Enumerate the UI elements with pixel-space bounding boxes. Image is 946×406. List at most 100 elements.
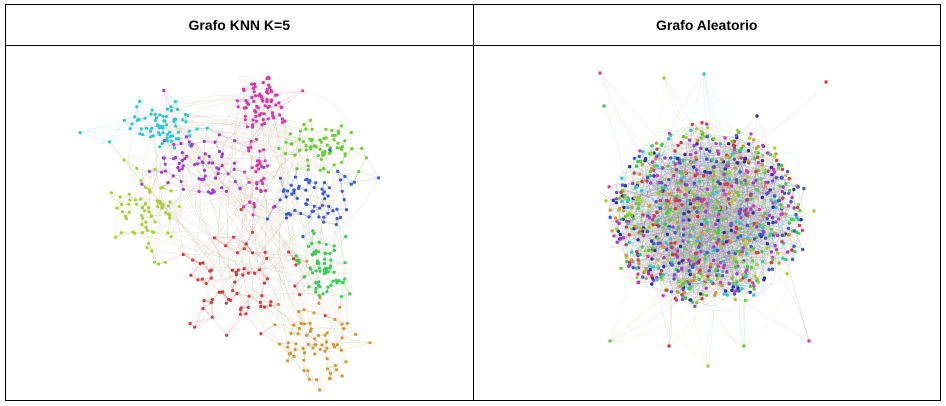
knn-node — [312, 186, 316, 190]
knn-edges — [80, 75, 379, 391]
knn-node — [128, 127, 132, 131]
random-edge — [718, 162, 728, 209]
knn-edge — [214, 237, 226, 246]
knn-node — [304, 178, 308, 182]
knn-edge — [165, 254, 184, 263]
knn-edge — [166, 116, 305, 325]
random-edge — [704, 261, 736, 294]
random-node — [696, 277, 701, 282]
knn-edge — [323, 221, 337, 225]
random-edge — [686, 158, 745, 278]
random-edge — [732, 231, 764, 244]
knn-edge — [202, 302, 212, 309]
random-edge — [726, 173, 782, 222]
knn-node — [169, 139, 173, 143]
random-edge — [683, 172, 705, 221]
knn-edge — [159, 143, 202, 167]
random-edge — [652, 224, 765, 279]
random-node — [761, 214, 765, 218]
random-node — [785, 250, 789, 254]
knn-node — [220, 164, 224, 168]
knn-edge — [341, 349, 347, 363]
random-node — [764, 246, 769, 250]
random-node — [773, 220, 778, 224]
random-edge — [689, 130, 738, 262]
random-edge — [620, 191, 731, 226]
knn-node — [168, 214, 172, 218]
random-edge — [682, 154, 693, 236]
random-edge — [684, 152, 758, 299]
knn-node — [338, 215, 342, 220]
random-node — [629, 258, 633, 262]
random-node — [767, 213, 771, 218]
random-node — [688, 279, 693, 283]
random-node — [649, 239, 653, 243]
random-edge — [690, 182, 754, 237]
random-edge — [721, 218, 787, 275]
knn-node — [203, 152, 207, 156]
random-node — [769, 250, 773, 254]
knn-node — [236, 268, 240, 272]
random-edge — [671, 247, 731, 263]
random-node — [737, 209, 741, 213]
knn-node — [314, 281, 318, 285]
knn-edge — [115, 162, 235, 238]
random-node — [682, 152, 687, 157]
knn-node — [141, 133, 145, 137]
random-edge — [666, 248, 721, 263]
knn-node — [149, 214, 153, 218]
knn-node — [150, 108, 154, 112]
knn-node — [246, 102, 250, 106]
knn-edge — [202, 262, 211, 272]
knn-edge — [204, 141, 216, 143]
random-node — [708, 171, 712, 175]
knn-edge — [199, 263, 210, 272]
knn-node — [133, 115, 137, 119]
random-edge — [706, 196, 760, 232]
random-node — [783, 212, 787, 216]
knn-node — [172, 157, 176, 161]
knn-node — [339, 178, 343, 182]
random-node — [621, 209, 625, 213]
knn-edge — [308, 216, 315, 253]
random-node — [756, 168, 761, 172]
knn-edge — [159, 122, 265, 147]
knn-node — [266, 117, 270, 121]
random-edge — [640, 190, 754, 287]
random-node — [635, 198, 639, 202]
knn-node — [317, 240, 321, 244]
knn-edge — [239, 182, 250, 189]
random-edge — [754, 197, 775, 246]
random-node — [704, 147, 708, 151]
random-edge — [712, 138, 757, 280]
knn-node — [286, 345, 290, 349]
knn-node — [181, 252, 185, 257]
knn-node — [262, 112, 266, 116]
knn-edge — [354, 177, 379, 183]
knn-node — [345, 321, 349, 325]
knn-edge — [334, 236, 346, 247]
knn-edge — [302, 230, 313, 237]
random-node — [753, 150, 758, 154]
knn-node — [253, 271, 257, 275]
random-edge — [640, 231, 734, 252]
knn-node — [340, 160, 344, 164]
knn-edge — [358, 171, 379, 179]
random-edge — [654, 238, 695, 255]
knn-edge — [123, 159, 137, 169]
random-node — [745, 170, 749, 174]
knn-edge — [183, 254, 193, 261]
random-edge — [721, 146, 759, 242]
random-edge — [702, 238, 766, 299]
random-edge — [664, 159, 734, 188]
random-node — [729, 139, 734, 144]
knn-node — [166, 204, 171, 208]
knn-edge — [340, 179, 343, 192]
knn-node — [174, 117, 178, 121]
random-node — [722, 182, 727, 186]
random-edge — [616, 177, 682, 243]
random-node — [733, 166, 737, 170]
knn-edge — [192, 141, 205, 145]
knn-node — [336, 141, 340, 145]
random-node — [679, 203, 684, 207]
